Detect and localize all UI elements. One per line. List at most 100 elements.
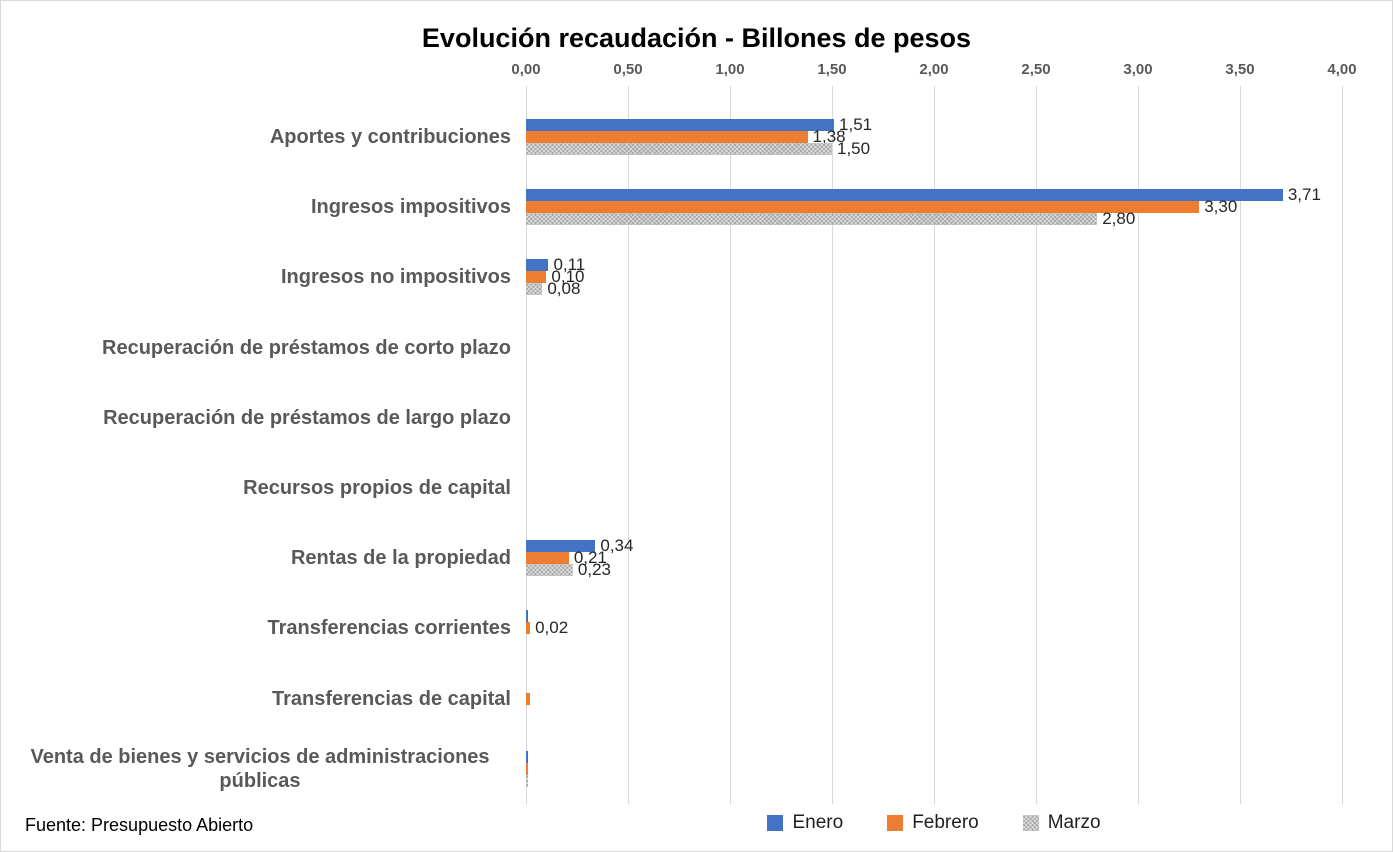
gridline — [1240, 86, 1241, 804]
bar-marzo — [526, 774, 529, 787]
bar-line: 1,50 — [526, 139, 1342, 158]
value-label: 0,10 — [551, 267, 585, 287]
legend-label: Marzo — [1047, 812, 1101, 833]
value-label: 1,38 — [812, 127, 846, 147]
bar-line: 0,23 — [526, 560, 1342, 579]
bar-group: 0,11 0,10 0,08 — [526, 242, 1342, 312]
category-row: Transferencias de capital — [9, 664, 511, 734]
value-label: 0,08 — [547, 279, 581, 299]
legend-swatch — [887, 815, 904, 831]
bar-marzo — [526, 213, 1098, 226]
category-label: Rentas de la propiedad — [290, 547, 511, 570]
bar-line — [526, 412, 1342, 424]
category-row: Recuperación de préstamos de largo plazo — [9, 383, 511, 453]
bar-line — [526, 424, 1342, 436]
category-label: Ingresos no impositivos — [280, 266, 511, 289]
bar-line — [526, 482, 1342, 494]
bar-line — [526, 774, 1342, 787]
category-row: Ingresos impositivos — [9, 172, 511, 242]
bar-line — [526, 354, 1342, 366]
bar-line: 0,21 — [526, 548, 1342, 567]
bar-line — [526, 470, 1342, 482]
category-row: Recuperación de préstamos de corto plazo — [9, 313, 511, 383]
bar-line: 0,02 — [526, 618, 1342, 637]
legend-label: Enero — [792, 812, 844, 833]
legend-swatch — [1022, 815, 1039, 831]
bar-line: 1,51 — [526, 115, 1342, 134]
x-tick-label: 1,50 — [817, 61, 847, 78]
category-label: Recuperación de préstamos de largo plazo — [103, 406, 511, 429]
value-label: 0,02 — [535, 618, 569, 638]
bar-enero — [526, 189, 1283, 202]
category-row: Transferencias corrientes — [9, 593, 511, 663]
x-tick-label: 0,50 — [613, 61, 643, 78]
category-row: Venta de bienes y servicios de administr… — [9, 734, 511, 804]
gridline — [1138, 86, 1139, 804]
x-tick-label: 4,00 — [1327, 61, 1357, 78]
bar-febrero — [526, 622, 531, 635]
gridline — [1036, 86, 1037, 804]
bar-group — [526, 313, 1342, 383]
bar-febrero — [526, 692, 531, 705]
category-label: Transferencias de capital — [271, 687, 511, 710]
bar-marzo — [526, 564, 573, 577]
bar-line — [526, 634, 1342, 646]
chart-title: Evolución recaudación - Billones de peso… — [421, 23, 972, 53]
bar-group: 0,34 0,21 0,23 — [526, 523, 1342, 593]
legend-label: Febrero — [912, 812, 979, 833]
bar-group: 0,02 — [526, 593, 1342, 663]
legend-item-enero: Enero — [767, 812, 843, 834]
x-tick-label: 0,00 — [511, 61, 541, 78]
bar-febrero — [526, 271, 547, 284]
value-label: 2,80 — [1102, 209, 1136, 229]
bar-line: 2,80 — [526, 209, 1342, 228]
category-label: Recuperación de préstamos de corto plazo — [102, 336, 511, 359]
value-label: 0,11 — [553, 255, 586, 275]
bar-line — [526, 750, 1342, 763]
bar-line — [526, 681, 1342, 693]
bar-group — [526, 453, 1342, 523]
value-label: 0,23 — [577, 560, 611, 580]
x-tick-label: 2,00 — [919, 61, 949, 78]
value-label: 0,34 — [600, 536, 634, 556]
bar-enero — [526, 750, 529, 763]
bar-line: 0,10 — [526, 267, 1342, 286]
category-row: Rentas de la propiedad — [9, 523, 511, 593]
bar-line: 0,08 — [526, 279, 1342, 298]
category-row: Ingresos no impositivos — [9, 242, 511, 312]
bar-line: 3,30 — [526, 197, 1342, 216]
bar-line — [526, 762, 1342, 775]
category-label: Transferencias corrientes — [267, 617, 511, 640]
bar-marzo — [526, 283, 543, 296]
bar-febrero — [526, 201, 1200, 214]
bar-line: 0,11 — [526, 255, 1342, 274]
x-tick-label: 3,00 — [1123, 61, 1153, 78]
gridline — [730, 86, 731, 804]
bar-line — [526, 494, 1342, 506]
bar-group: 3,71 3,30 2,80 — [526, 172, 1342, 242]
gridline — [1342, 86, 1343, 804]
category-row: Aportes y contribuciones — [9, 102, 511, 172]
bar-enero — [526, 540, 596, 553]
value-label: 3,30 — [1204, 197, 1238, 217]
legend-item-marzo: Marzo — [1022, 812, 1101, 834]
value-label: 0,21 — [573, 548, 607, 568]
bar-febrero — [526, 552, 569, 565]
bars-area: 1,51 1,38 1,50 3,71 3,30 2,80 0,11 0,10 0,08 0,34… — [526, 102, 1342, 804]
gridline — [832, 86, 833, 804]
plot-area — [526, 86, 1343, 804]
gridline — [628, 86, 629, 804]
value-label: 3,71 — [1287, 185, 1321, 205]
bar-line: 3,71 — [526, 185, 1342, 204]
gridline — [934, 86, 935, 804]
category-label: Venta de bienes y servicios de administr… — [30, 745, 490, 792]
legend-swatch — [767, 815, 784, 831]
bar-line: 1,38 — [526, 127, 1342, 146]
bar-group — [526, 664, 1342, 734]
x-tick-label: 2,50 — [1021, 61, 1051, 78]
bar-febrero — [526, 762, 529, 775]
bar-line — [526, 705, 1342, 717]
bar-line: 0,34 — [526, 536, 1342, 555]
bar-enero — [526, 259, 549, 272]
